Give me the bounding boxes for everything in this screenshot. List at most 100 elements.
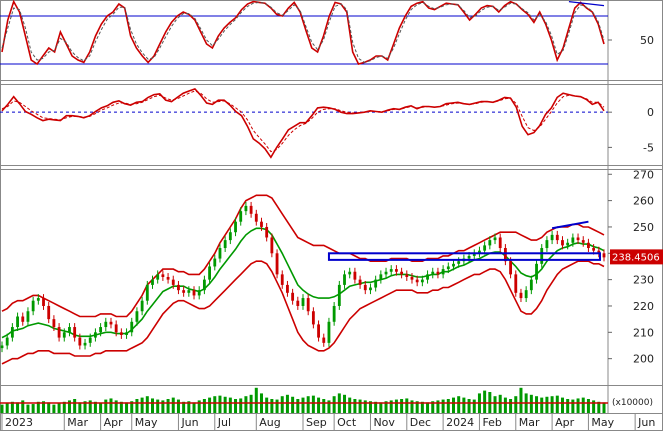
volume-bar (327, 400, 331, 413)
volume-bar (130, 401, 134, 413)
bollinger-middle (1, 227, 605, 339)
volume-bar (509, 399, 513, 413)
volume-bar (73, 399, 77, 413)
candle-body (529, 279, 533, 291)
volume-bar (322, 399, 326, 413)
candle-body (197, 290, 201, 296)
volume-bar (218, 395, 222, 413)
candle-body (389, 269, 393, 272)
volume-bar (239, 398, 243, 413)
candle-body (446, 266, 450, 270)
candle-body (348, 271, 352, 275)
stochastic-series-1 (1, 0, 605, 66)
candle-body (145, 284, 149, 301)
volume-bar (285, 394, 289, 413)
candle-body (156, 274, 160, 280)
x-tick-label: May (135, 416, 158, 429)
volume-bar (467, 399, 471, 413)
candle-body (119, 332, 123, 335)
volume-bar (550, 396, 554, 413)
candle-body (244, 205, 248, 212)
volume-bar (93, 401, 97, 413)
candle-body (192, 290, 196, 296)
candle-body (452, 263, 455, 267)
candle-body (208, 266, 212, 280)
volume-bar (244, 396, 248, 413)
candle-body (280, 274, 284, 285)
candle-body (488, 240, 492, 246)
volume-bar (52, 404, 56, 413)
volume-bar (317, 397, 321, 413)
y-tick-label: 260 (633, 195, 654, 208)
volume-bar (213, 396, 217, 413)
x-tick-label: Jun (637, 416, 655, 429)
volume-bar (441, 399, 445, 413)
candle-body (597, 250, 601, 254)
candle-body (379, 274, 383, 280)
candle-body (223, 240, 227, 249)
candle-body (540, 248, 544, 264)
candle-body (68, 327, 71, 333)
candle-body (5, 337, 9, 346)
volume-bar (270, 399, 274, 413)
bollinger-upper (1, 194, 605, 318)
volume-bar (265, 397, 269, 413)
volume-bar (405, 398, 409, 413)
volume-bar (145, 396, 149, 413)
volume-bar (394, 399, 398, 413)
volume-bar (0, 404, 4, 413)
volume-bar (192, 402, 196, 413)
y-tick-label: 50 (640, 34, 654, 47)
last-price-badge (610, 249, 663, 265)
volume-bar (400, 399, 404, 413)
candle-body (135, 311, 139, 322)
candle-body (47, 305, 51, 320)
y-tick-label: 250 (633, 221, 654, 234)
candle-body (343, 274, 346, 285)
candle-body (62, 332, 66, 338)
candle-body (483, 245, 487, 251)
x-tick-label: Sep (306, 416, 327, 429)
y-tick-label: 200 (633, 353, 654, 366)
volume-bar (353, 399, 357, 413)
volume-bar (540, 397, 544, 413)
volume-bar (358, 399, 362, 413)
candle-body (171, 279, 175, 285)
volume-bar (187, 401, 191, 413)
volume-bar (254, 387, 258, 413)
volume-bar (566, 399, 570, 413)
volume-bar (332, 396, 336, 413)
volume-bar (555, 395, 559, 413)
volume-bar (519, 387, 523, 413)
candle-body (31, 300, 35, 312)
volume-bar (109, 398, 113, 413)
volume-bar (31, 404, 35, 413)
candle-body (228, 232, 232, 241)
candle-body (249, 205, 253, 214)
candle-body (239, 211, 243, 222)
candle-body (88, 337, 92, 343)
y-tick-label: 230 (633, 274, 654, 287)
candle-body (161, 274, 165, 277)
candle-body (114, 324, 118, 333)
support-zone-box (327, 252, 601, 261)
candle-body (125, 332, 128, 335)
volume-bar (151, 398, 154, 413)
candle-body (286, 284, 289, 293)
y-tick-label: 220 (633, 300, 654, 313)
candle-body (151, 279, 154, 285)
x-tick-label: Jun (180, 416, 198, 429)
candle-body (519, 292, 523, 299)
candle-body (311, 311, 315, 325)
volume-bar (140, 397, 144, 413)
volume-bar (42, 401, 46, 413)
candle-body (410, 277, 414, 280)
candle-body (270, 237, 274, 254)
volume-bar (275, 399, 279, 413)
candle-body (394, 269, 398, 272)
volume-bar (436, 400, 440, 413)
candle-body (441, 269, 445, 275)
volume-bar (280, 396, 284, 413)
